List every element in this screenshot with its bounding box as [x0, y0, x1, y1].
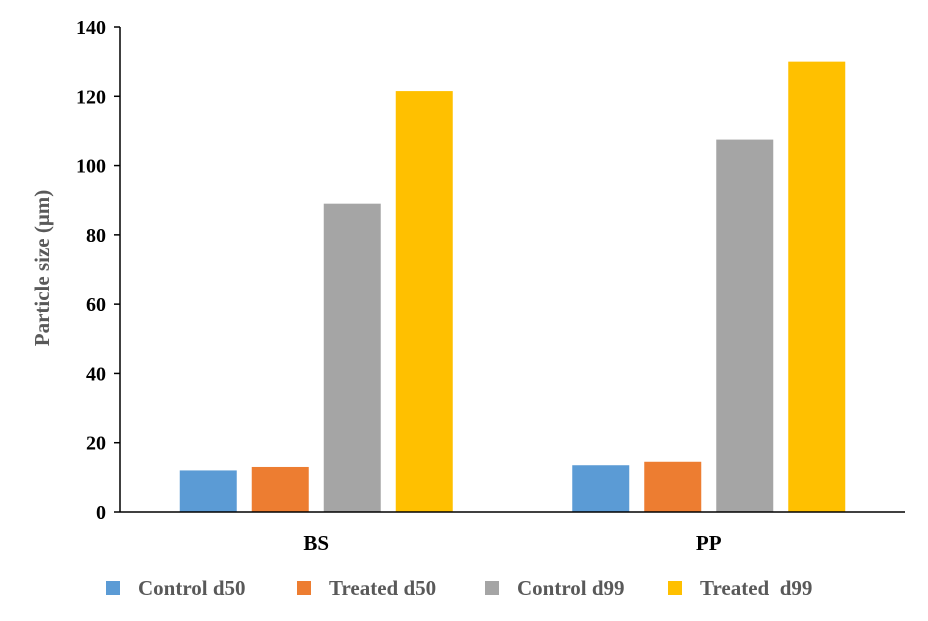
legend-swatch — [106, 581, 120, 595]
x-axis-categories: BS PP — [303, 531, 721, 555]
bar-bs-treated-d50 — [251, 466, 309, 512]
bar-bs-control-d99 — [323, 203, 381, 512]
bars — [179, 61, 846, 513]
y-tick-label: 20 — [86, 433, 106, 455]
x-category-label: BS — [303, 531, 329, 555]
legend-swatch — [485, 581, 499, 595]
legend-swatch — [297, 581, 311, 595]
y-tick-label: 0 — [96, 502, 106, 524]
y-tick-label: 80 — [86, 225, 106, 247]
legend-label: Treated d99 — [700, 576, 812, 600]
legend: Control d50 Treated d50 Control d99 Treated… — [106, 576, 812, 600]
x-category-label: PP — [696, 531, 722, 555]
y-tick-label: 140 — [76, 17, 106, 39]
bar-pp-control-d50 — [572, 465, 630, 512]
legend-swatch — [668, 581, 682, 595]
bar-pp-treated-d50 — [644, 461, 702, 512]
y-tick-label: 100 — [76, 156, 106, 178]
legend-label: Treated d50 — [329, 576, 436, 600]
bar-pp-control-d99 — [716, 139, 774, 512]
legend-label: Control d99 — [517, 576, 625, 600]
bar-bs-control-d50 — [179, 470, 237, 512]
y-tick-label: 60 — [86, 294, 106, 316]
y-tick-label: 120 — [76, 86, 106, 108]
bar-bs-treated-d99 — [395, 91, 453, 512]
bar-pp-treated-d99 — [788, 61, 846, 513]
legend-label: Control d50 — [138, 576, 246, 600]
y-axis-ticks: 0 20 40 60 80 100 120 140 — [76, 17, 120, 524]
y-axis-label: Particle size (μm) — [30, 190, 54, 347]
y-tick-label: 40 — [86, 363, 106, 385]
